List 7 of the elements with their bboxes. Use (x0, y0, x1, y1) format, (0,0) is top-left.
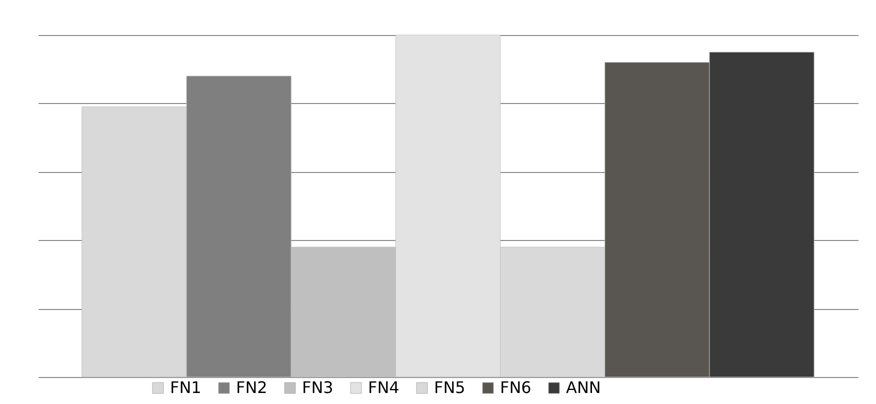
legend-label: FN2 (236, 378, 268, 397)
legend-label: FN5 (434, 378, 466, 397)
legend-label: ANN (566, 378, 601, 397)
legend-label: FN4 (368, 378, 400, 397)
legend-label: FN6 (500, 378, 532, 397)
legend-label: FN3 (302, 378, 334, 397)
legend-label: FN1 (170, 378, 202, 397)
